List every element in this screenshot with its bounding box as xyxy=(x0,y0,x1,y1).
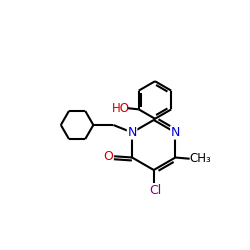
Text: HO: HO xyxy=(112,102,130,114)
Text: CH₃: CH₃ xyxy=(190,152,211,165)
Text: Cl: Cl xyxy=(149,184,161,197)
Text: N: N xyxy=(128,126,137,139)
Text: N: N xyxy=(171,126,180,139)
Text: O: O xyxy=(104,150,114,163)
